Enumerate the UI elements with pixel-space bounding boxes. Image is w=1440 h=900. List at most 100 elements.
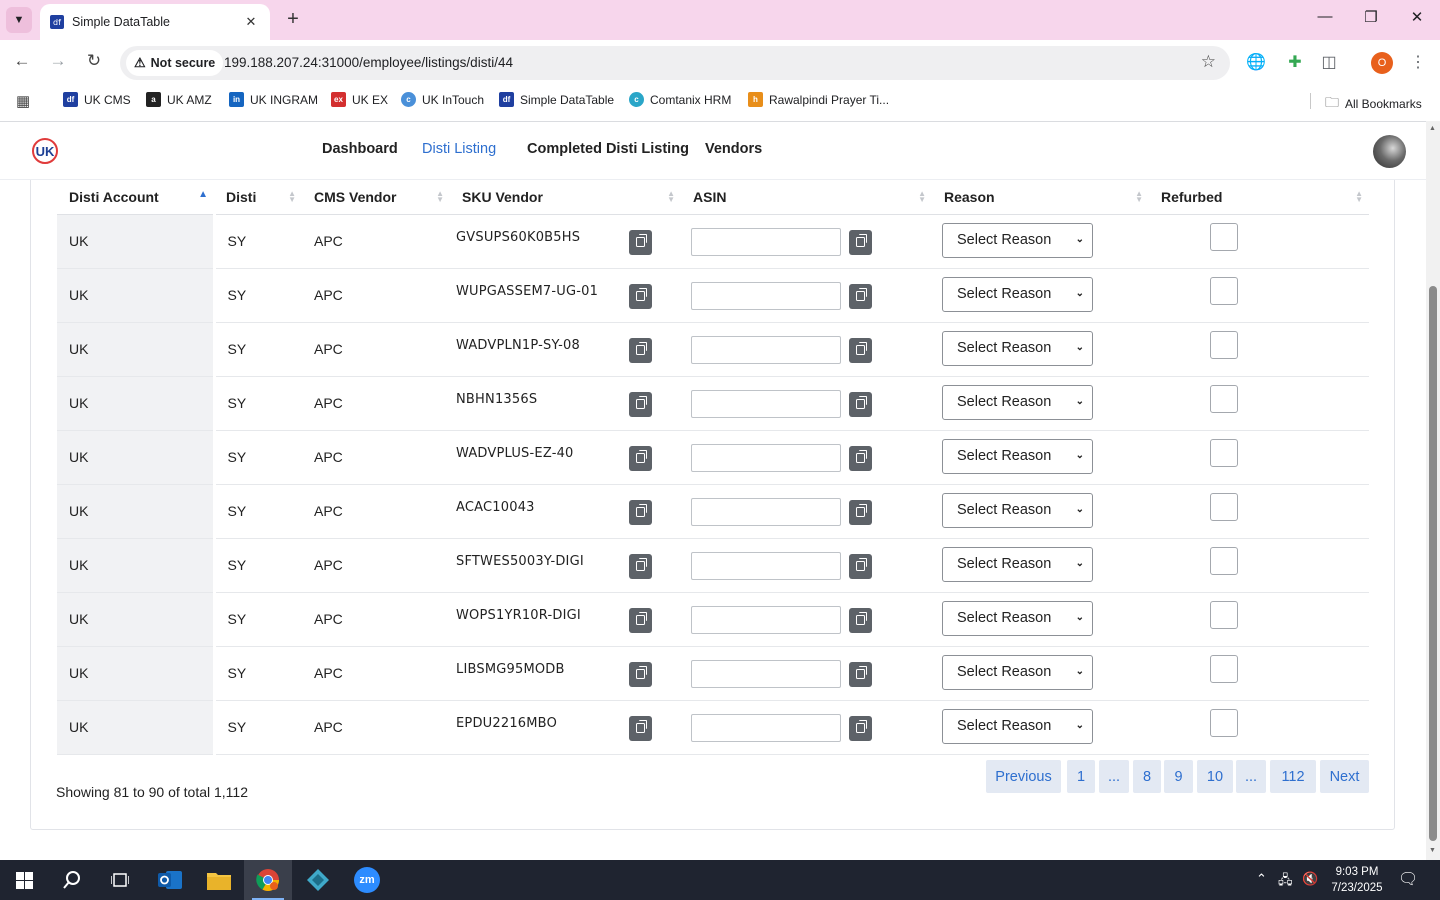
reason-select[interactable]: Select Reason ⌄ xyxy=(942,708,1093,744)
refurbed-checkbox[interactable] xyxy=(1210,438,1238,467)
reason-select[interactable]: Select Reason ⌄ xyxy=(942,492,1093,528)
paste-asin-button[interactable] xyxy=(849,229,872,255)
tray-chevron-icon[interactable]: ⌃ xyxy=(1256,871,1267,886)
paste-asin-button[interactable] xyxy=(849,607,872,633)
scroll-up-arrow-icon[interactable]: ▲ xyxy=(1429,125,1436,132)
url-text[interactable]: 199.188.207.24:31000/employee/listings/d… xyxy=(224,55,513,70)
reason-select[interactable]: Select Reason ⌄ xyxy=(942,276,1093,312)
pagination-page-10[interactable]: 10 xyxy=(1197,760,1233,793)
asin-input[interactable] xyxy=(691,551,841,580)
paste-asin-button[interactable] xyxy=(849,337,872,363)
copy-sku-button[interactable] xyxy=(629,445,652,471)
copy-sku-button[interactable] xyxy=(629,715,652,741)
search-icon[interactable] xyxy=(48,860,96,900)
start-icon[interactable] xyxy=(0,860,48,900)
asin-input[interactable] xyxy=(691,659,841,688)
task-view-icon[interactable] xyxy=(96,860,144,900)
reason-select[interactable]: Select Reason ⌄ xyxy=(942,546,1093,582)
forward-arrow-icon[interactable]: → xyxy=(49,51,67,70)
app-icon[interactable] xyxy=(294,860,342,900)
refurbed-checkbox[interactable] xyxy=(1210,222,1238,251)
bookmark-uk-cms[interactable]: df UK CMS xyxy=(63,92,131,107)
minimize-window-icon[interactable]: — xyxy=(1317,8,1333,25)
asin-input[interactable] xyxy=(691,443,841,472)
paste-asin-button[interactable] xyxy=(849,391,872,417)
asin-input[interactable] xyxy=(691,497,841,526)
pagination-page-9[interactable]: 9 xyxy=(1164,760,1193,793)
reason-select[interactable]: Select Reason ⌄ xyxy=(942,438,1093,474)
copy-sku-button[interactable] xyxy=(629,391,652,417)
pagination-next-button[interactable]: Next xyxy=(1320,760,1369,793)
scroll-down-arrow-icon[interactable]: ▼ xyxy=(1429,847,1436,854)
pagination-page-8[interactable]: 8 xyxy=(1133,760,1161,793)
paste-asin-button[interactable] xyxy=(849,715,872,741)
all-bookmarks-button[interactable]: 🗀 All Bookmarks xyxy=(1325,92,1422,116)
bookmark-uk-ex[interactable]: ex UK EX xyxy=(331,92,388,107)
reload-icon[interactable]: ↻ xyxy=(86,51,102,70)
bookmark-simple-datatable[interactable]: df Simple DataTable xyxy=(499,92,614,107)
asin-input[interactable] xyxy=(691,605,841,634)
notification-icon[interactable]: 🗨 xyxy=(1398,871,1419,888)
pagination-page-112[interactable]: 112 xyxy=(1270,760,1316,793)
paste-asin-button[interactable] xyxy=(849,283,872,309)
refurbed-checkbox[interactable] xyxy=(1210,492,1238,521)
bookmark-uk-intouch[interactable]: c UK InTouch xyxy=(401,92,484,107)
bookmark-comtanix-hrm[interactable]: c Comtanix HRM xyxy=(629,92,731,107)
extension-plus-icon[interactable]: ✚ xyxy=(1288,54,1302,71)
reason-select[interactable]: Select Reason ⌄ xyxy=(942,222,1093,258)
refurbed-checkbox[interactable] xyxy=(1210,384,1238,413)
refurbed-checkbox[interactable] xyxy=(1210,330,1238,359)
column-header-refurbed[interactable]: Refurbed ▲ ▼ xyxy=(1149,180,1369,215)
scrollbar-thumb[interactable] xyxy=(1429,286,1437,841)
column-header-reason[interactable]: Reason ▲ ▼ xyxy=(932,180,1149,215)
page-scrollbar[interactable]: ▲ ▼ xyxy=(1426,121,1440,860)
refurbed-checkbox[interactable] xyxy=(1210,546,1238,575)
file-explorer-icon[interactable] xyxy=(195,860,243,900)
column-header-disti-account[interactable]: Disti Account ▲ xyxy=(57,180,214,215)
copy-sku-button[interactable] xyxy=(629,553,652,579)
volume-muted-icon[interactable]: 🔇 xyxy=(1302,871,1319,886)
translate-globe-icon[interactable]: 🌐 xyxy=(1246,54,1266,71)
tab-search-chevron-icon[interactable]: ▼ xyxy=(6,7,32,33)
browser-tab-active[interactable]: df Simple DataTable ✕ xyxy=(40,4,270,40)
copy-sku-button[interactable] xyxy=(629,499,652,525)
column-header-asin[interactable]: ASIN ▲ ▼ xyxy=(681,180,932,215)
paste-asin-button[interactable] xyxy=(849,553,872,579)
nav-disti-listing[interactable]: Disti Listing xyxy=(422,141,497,157)
pagination-previous-button[interactable]: Previous xyxy=(986,760,1061,793)
copy-sku-button[interactable] xyxy=(629,607,652,633)
asin-input[interactable] xyxy=(691,281,841,310)
bookmark-rawalpindi-prayer[interactable]: h Rawalpindi Prayer Ti... xyxy=(748,92,889,107)
asin-input[interactable] xyxy=(691,227,841,256)
column-header-cms-vendor[interactable]: CMS Vendor ▲ ▼ xyxy=(302,180,450,215)
restore-window-icon[interactable]: ❐ xyxy=(1364,9,1378,26)
user-avatar[interactable] xyxy=(1373,135,1406,168)
asin-input[interactable] xyxy=(691,713,841,742)
nav-dashboard[interactable]: Dashboard xyxy=(322,141,398,157)
column-header-sku-vendor[interactable]: SKU Vendor ▲ ▼ xyxy=(450,180,681,215)
new-tab-button[interactable]: + xyxy=(287,8,299,30)
nav-vendors[interactable]: Vendors xyxy=(705,141,763,157)
reason-select[interactable]: Select Reason ⌄ xyxy=(942,600,1093,636)
paste-asin-button[interactable] xyxy=(849,499,872,525)
refurbed-checkbox[interactable] xyxy=(1210,600,1238,629)
reason-select[interactable]: Select Reason ⌄ xyxy=(942,384,1093,420)
bookmark-uk-ingram[interactable]: in UK INGRAM xyxy=(229,92,318,107)
copy-sku-button[interactable] xyxy=(629,229,652,255)
bookmark-uk-amz[interactable]: a UK AMZ xyxy=(146,92,212,107)
column-header-disti[interactable]: Disti ▲ ▼ xyxy=(214,180,302,215)
refurbed-checkbox[interactable] xyxy=(1210,708,1238,737)
refurbed-checkbox[interactable] xyxy=(1210,654,1238,683)
nav-completed-disti-listing[interactable]: Completed Disti Listing xyxy=(527,141,689,157)
reason-select[interactable]: Select Reason ⌄ xyxy=(942,330,1093,366)
security-chip[interactable]: ⚠ Not secure xyxy=(126,50,224,76)
apps-grid-icon[interactable]: ▦ xyxy=(16,93,31,110)
tab-close-icon[interactable]: ✕ xyxy=(245,14,257,29)
copy-sku-button[interactable] xyxy=(629,337,652,363)
reason-select[interactable]: Select Reason ⌄ xyxy=(942,654,1093,690)
paste-asin-button[interactable] xyxy=(849,661,872,687)
uk-logo[interactable]: UK xyxy=(32,138,58,164)
refurbed-checkbox[interactable] xyxy=(1210,276,1238,305)
close-window-icon[interactable]: ✕ xyxy=(1410,9,1424,26)
copy-sku-button[interactable] xyxy=(629,661,652,687)
